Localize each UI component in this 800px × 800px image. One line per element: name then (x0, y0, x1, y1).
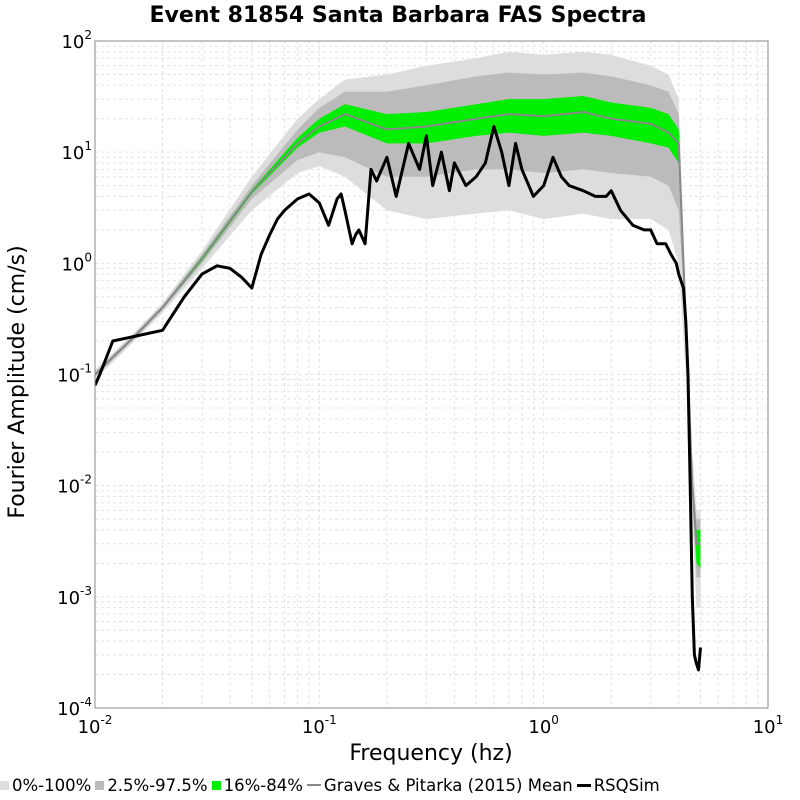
y-tick-label: 102 (61, 28, 92, 53)
y-tick-label: 10-2 (57, 473, 92, 498)
x-tick-label: 10-2 (78, 713, 113, 738)
legend-label-0-100: 0%-100% (12, 775, 92, 795)
legend-item-2-5-97-5: 2.5%-97.5% (95, 775, 208, 795)
y-axis-label: Fourier Amplitude (cm/s) (5, 245, 30, 518)
legend-swatch-rsqsim (576, 783, 591, 787)
legend-swatch-2-5-97-5 (95, 780, 105, 790)
legend-item-16-84: 16%-84% (211, 775, 303, 795)
legend-item-gp-mean: Graves & Pitarka (2015) Mean (306, 775, 573, 795)
legend-item-rsqsim: RSQSim (576, 775, 660, 795)
grid-lines (94, 41, 768, 709)
legend-swatch-16-84 (211, 780, 221, 790)
x-tick-label: 10-1 (302, 713, 337, 738)
legend-swatch-0-100 (0, 780, 9, 790)
legend-item-0-100: 0%-100% (0, 776, 91, 795)
y-tick-label: 100 (61, 250, 92, 275)
y-tick-labels: 102 101 100 10-1 10-2 10-3 10-4 (57, 28, 92, 720)
legend-label-2-5-97-5: 2.5%-97.5% (107, 775, 208, 795)
legend-label-rsqsim: RSQSim (593, 775, 660, 795)
band-0-100 (95, 51, 701, 608)
y-tick-label: 10-4 (57, 695, 92, 720)
legend-swatch-gp-mean (306, 784, 321, 786)
y-tick-label: 10-1 (57, 362, 92, 387)
x-tick-label: 101 (753, 713, 784, 738)
y-tick-label: 10-3 (57, 584, 92, 609)
chart-title: Event 81854 Santa Barbara FAS Spectra (150, 3, 647, 28)
x-tick-labels: 10-2 10-1 100 101 (78, 713, 784, 738)
chart-legend: 0%-100% 2.5%-97.5% 16%-84% Graves & Pita… (0, 773, 800, 797)
x-tick-label: 100 (528, 713, 559, 738)
legend-label-gp-mean: Graves & Pitarka (2015) Mean (323, 775, 573, 795)
y-tick-label: 101 (61, 139, 92, 164)
rsqsim-line (95, 125, 702, 672)
legend-label-16-84: 16%-84% (223, 775, 303, 795)
plot-frame (94, 40, 769, 709)
graves-pitarka-mean-line (95, 111, 701, 545)
x-axis-label: Frequency (hz) (349, 741, 512, 766)
data-layer (95, 51, 702, 672)
